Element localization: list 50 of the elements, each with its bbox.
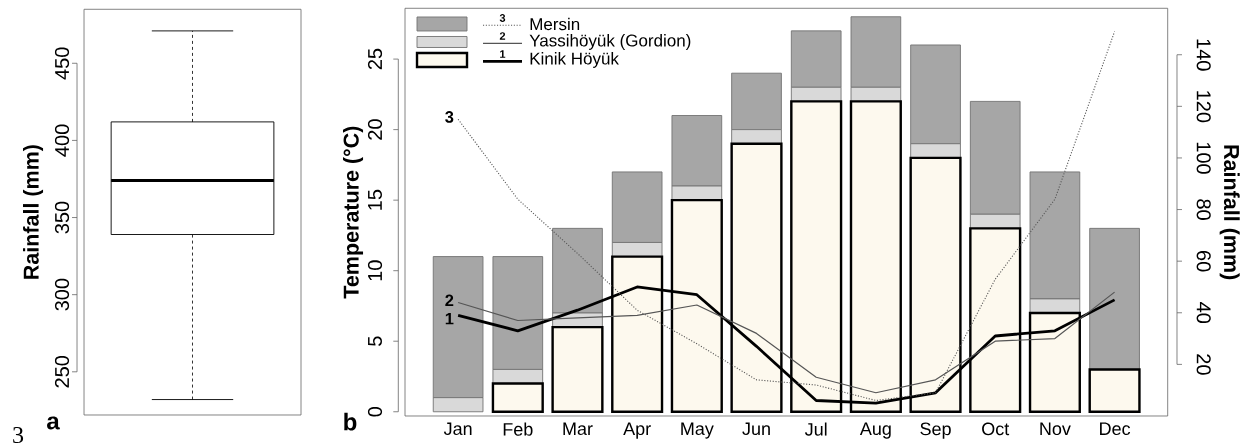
bar <box>1089 227 1140 370</box>
annotation: 3 <box>445 111 454 123</box>
y-tick-label: 20 <box>367 119 383 140</box>
y-tick-label: 15 <box>368 189 382 210</box>
y2-tick-label: 120 <box>1196 91 1211 123</box>
y2-axis-title: Rainfall (mm) <box>1219 145 1240 280</box>
x-tick-label: Sep <box>920 422 951 439</box>
x-tick-label: Apr <box>623 422 651 439</box>
x-tick-label: Jan <box>443 422 472 436</box>
y2-tick-label: 60 <box>1196 251 1211 272</box>
x-tick-label: Nov <box>1040 422 1071 436</box>
x-tick-label: Mar <box>563 422 593 436</box>
y-tick-label: 350 <box>54 201 70 234</box>
y-tick-label: 450 <box>54 47 70 80</box>
legend-label: Yassihöyük (Gordion) <box>529 34 691 50</box>
text: 3 <box>13 426 24 444</box>
text: b <box>344 412 357 431</box>
legend-label: Kinik Höyük <box>530 52 619 68</box>
legend-label: Mersin <box>530 17 580 31</box>
y2-tick-label: 40 <box>1196 302 1211 324</box>
annotation: 2 <box>499 32 506 40</box>
x-tick-label: Dec <box>1100 422 1131 436</box>
line-series <box>457 30 1116 402</box>
annotation: 3 <box>499 14 506 22</box>
y-tick-label: 300 <box>54 278 70 311</box>
y2-tick-label: 100 <box>1196 142 1211 174</box>
annotation: 1 <box>445 312 454 325</box>
x-tick-label: Oct <box>982 422 1010 436</box>
bar <box>1088 368 1141 413</box>
y2-tick-label: 20 <box>1196 354 1211 375</box>
x-tick-label: May <box>681 422 714 439</box>
y-tick-label: 25 <box>367 48 383 70</box>
y-axis-title: Temperature (°C) <box>343 126 364 299</box>
x-tick-label: Aug <box>859 422 891 439</box>
bar <box>491 382 544 413</box>
x-tick-label: Feb <box>503 422 533 436</box>
annotation: 2 <box>445 294 454 307</box>
y-tick-label: 5 <box>368 336 382 346</box>
y-tick-label: 10 <box>367 260 383 281</box>
x-tick-label: Jul <box>804 422 827 436</box>
y-tick-label: 0 <box>367 406 383 417</box>
y-tick-label: 400 <box>54 124 70 157</box>
y-tick-label: 250 <box>54 355 70 388</box>
text: a <box>47 416 60 430</box>
bar <box>551 325 604 413</box>
y2-tick-label: 80 <box>1196 199 1211 220</box>
y2-tick-label: 140 <box>1196 39 1211 71</box>
y-axis-title: Rainfall (mm) <box>23 145 44 279</box>
annotation: 1 <box>500 50 506 58</box>
x-tick-label: Jun <box>742 422 770 436</box>
